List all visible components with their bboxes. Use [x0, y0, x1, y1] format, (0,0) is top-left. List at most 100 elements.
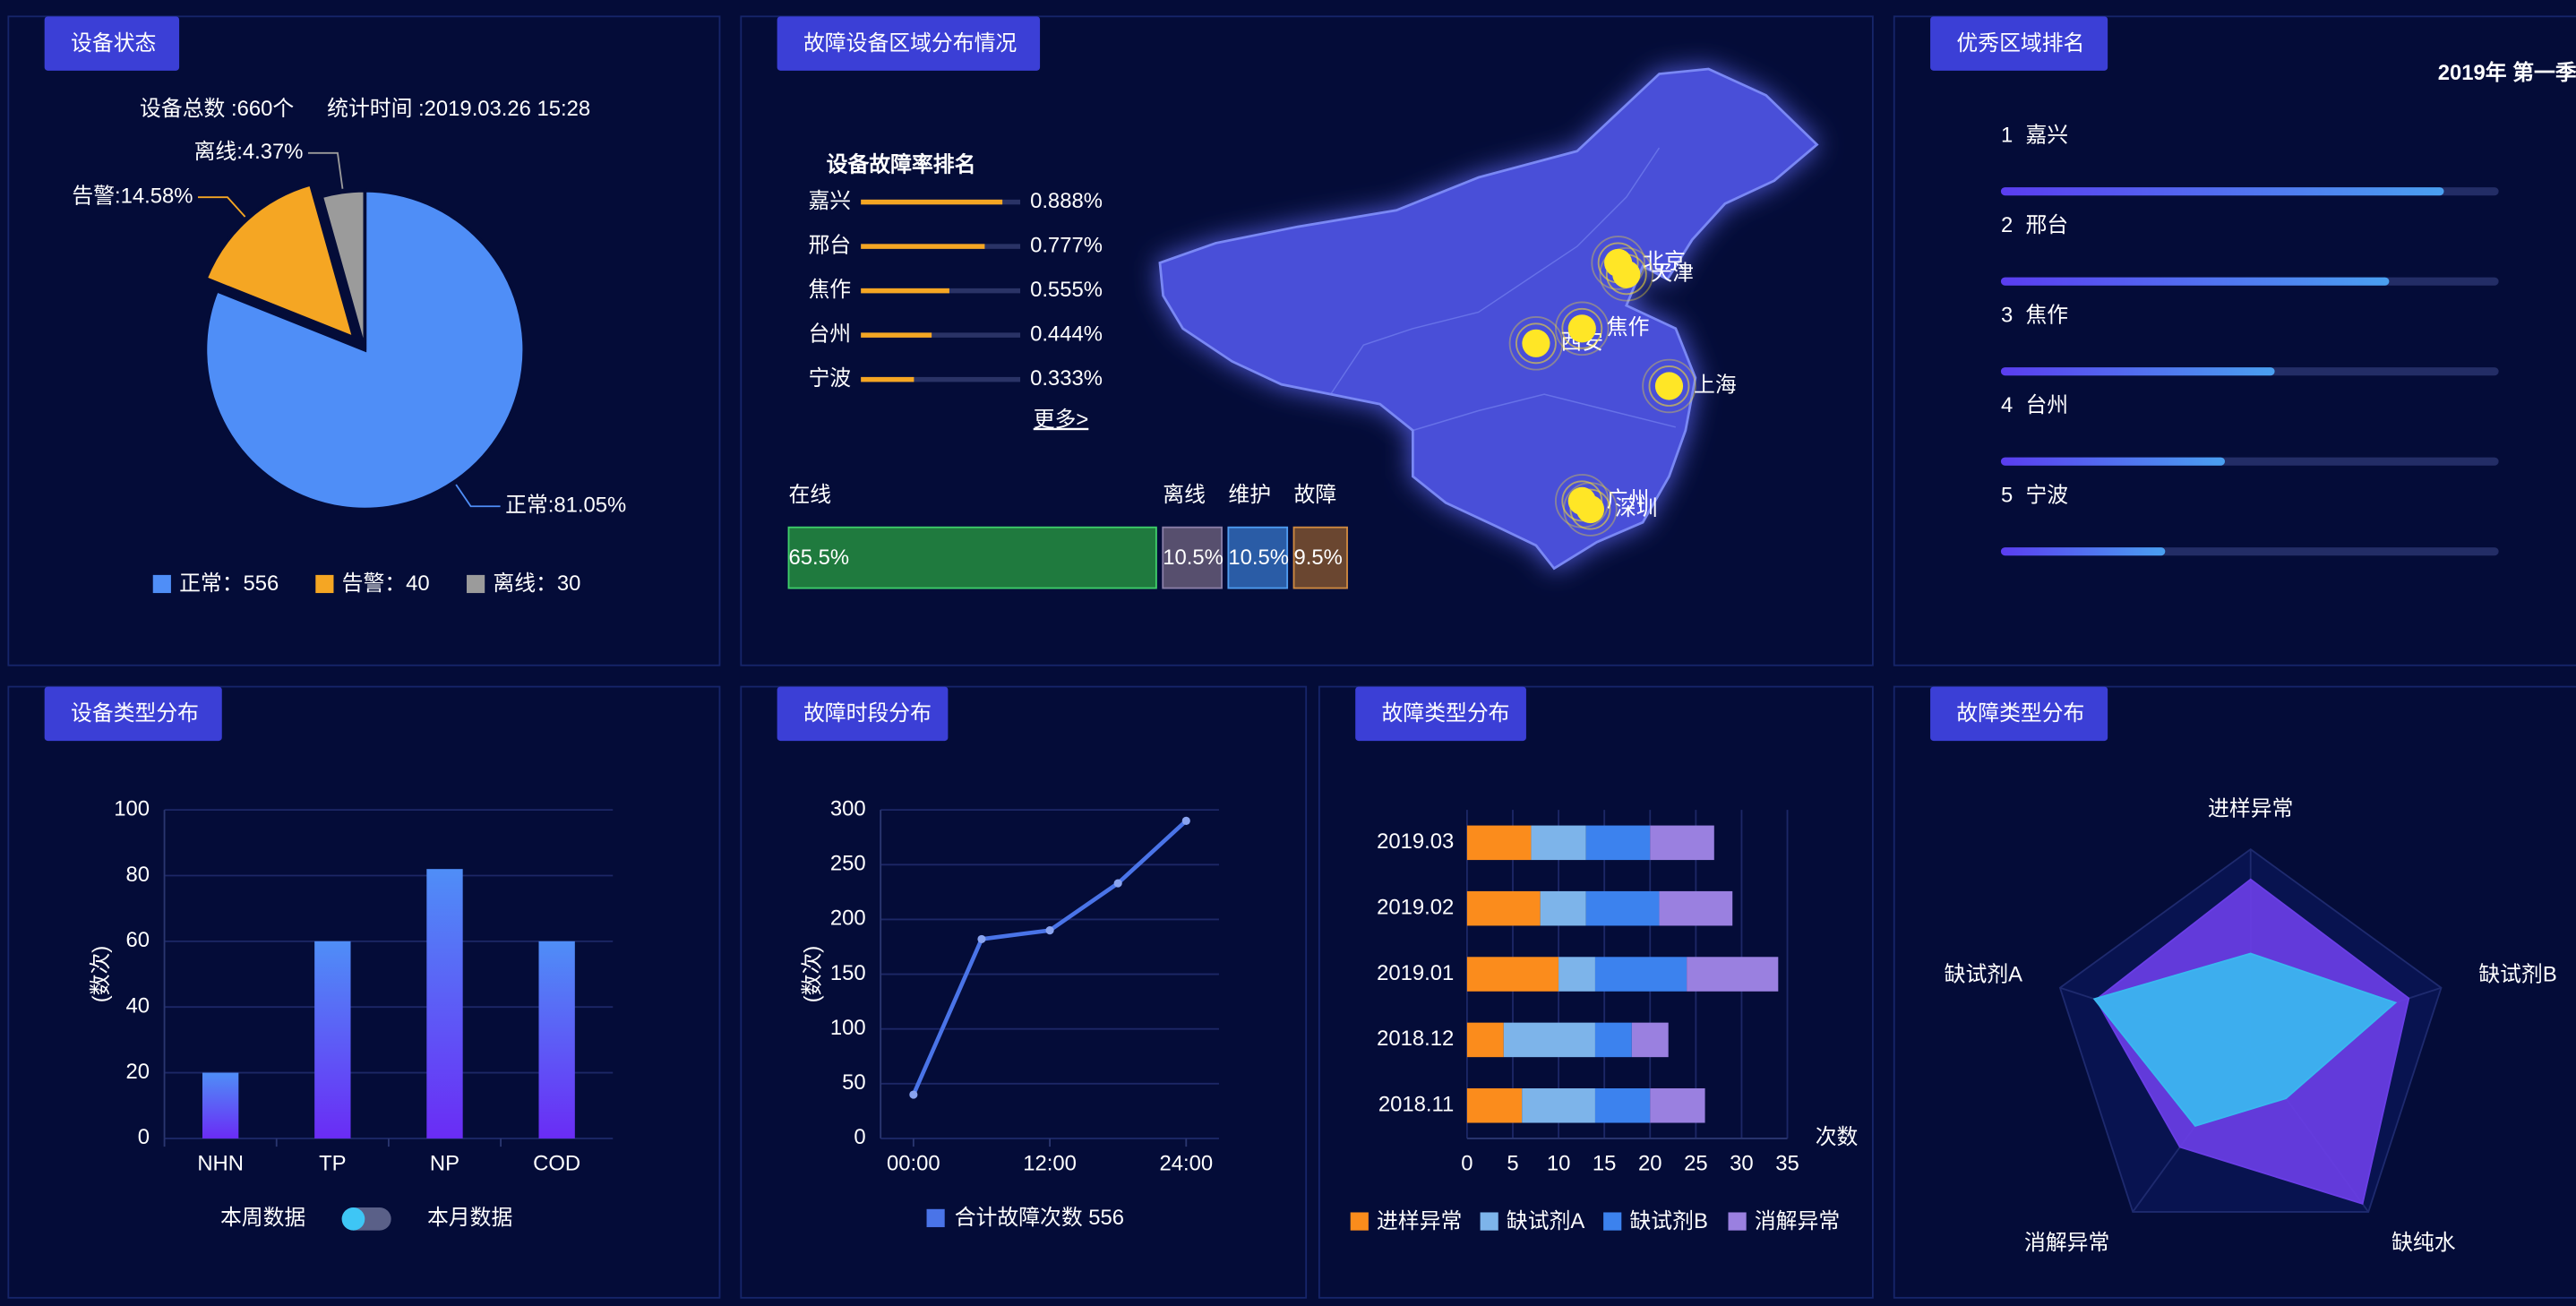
y-tick-label: 100 [114, 796, 150, 821]
more-link[interactable]: 更多> [1034, 408, 1089, 432]
bar-segment [1466, 890, 1541, 926]
bar-segment [1585, 825, 1651, 861]
summary: 设备总数 :660个 [140, 97, 294, 121]
legend-label: 合计故障次数 556 [955, 1206, 1124, 1230]
y-tick-label: 2018.12 [1377, 1027, 1454, 1051]
toggle-label[interactable]: 本周数据 [220, 1206, 305, 1230]
label-line [197, 196, 246, 218]
city-dot [1522, 329, 1550, 357]
city-dot [1612, 260, 1641, 288]
progress-bar [2000, 367, 2275, 376]
x-tick-label: 24:00 [1159, 1152, 1213, 1176]
y-tick-label: 40 [126, 994, 150, 1018]
x-tick-label: 35 [1775, 1152, 1799, 1176]
y-tick-label: 300 [830, 796, 866, 821]
legend-label: 进样异常 [1377, 1209, 1462, 1233]
x-tick-label: NHN [197, 1152, 244, 1176]
toggle-label[interactable]: 本月数据 [427, 1206, 512, 1230]
city-ring [1516, 322, 1557, 365]
bar-segment [1650, 1088, 1705, 1123]
rank-title: 设备故障率排名 [827, 152, 976, 177]
x-tick-label: 0 [1461, 1152, 1473, 1176]
panel-title: 设备状态 [71, 31, 156, 56]
bar-segment [1540, 890, 1586, 926]
city-ring [1555, 301, 1610, 357]
toggle-knob [341, 1207, 365, 1231]
x-tick-label: COD [533, 1152, 580, 1176]
bar-segment [1659, 890, 1733, 926]
bar-segment [1466, 1022, 1504, 1058]
map-borders [1330, 147, 1661, 395]
rate-track [861, 376, 1021, 382]
share-value: 65.5% [788, 546, 849, 570]
panel [740, 15, 1874, 666]
legend-swatch [1480, 1212, 1498, 1231]
legend-label: 消解异常 [1755, 1209, 1840, 1233]
period-label: 2019年 第一季 [2438, 60, 2576, 85]
panel-title: 故障类型分布 [1956, 701, 2084, 726]
rate-value: 0.555% [1030, 278, 1103, 302]
share-value: 9.5% [1293, 546, 1342, 570]
x-tick-label: 30 [1730, 1152, 1754, 1176]
panel [1318, 685, 1874, 1299]
city-ring [1648, 365, 1690, 407]
y-tick-label: 200 [830, 906, 866, 931]
progress-bar [2000, 547, 2166, 556]
point [977, 934, 986, 943]
panel-title: 故障类型分布 [1382, 701, 1510, 726]
label-line [307, 151, 344, 189]
bar-segment [1687, 957, 1779, 992]
city-ring [1561, 480, 1603, 522]
city-label: 嘉兴 [808, 189, 851, 213]
city-label: 宁波 [808, 366, 851, 391]
point [1181, 816, 1190, 825]
point [1113, 879, 1122, 888]
share-value: 10.5% [1228, 546, 1289, 570]
legend-swatch [1728, 1212, 1747, 1231]
y-tick-label: 50 [842, 1070, 866, 1095]
x-tick-label: TP [319, 1152, 346, 1176]
panel-tag [777, 16, 1041, 71]
city-name: 上海 [1694, 373, 1737, 397]
bar-segment [1650, 825, 1714, 861]
pie-label: 离线:4.37% [194, 140, 304, 164]
panel [1893, 685, 2576, 1299]
rank-name: 焦作 [2025, 304, 2068, 328]
panel-title: 故障设备区域分布情况 [803, 31, 1017, 56]
city-ring [1569, 488, 1611, 530]
panel [1893, 15, 2576, 666]
x-tick-label: 20 [1638, 1152, 1662, 1176]
rate-value: 0.777% [1030, 233, 1103, 257]
share-label: 在线 [788, 483, 831, 507]
rate-value: 0.333% [1030, 366, 1103, 391]
city-ring [1591, 236, 1645, 290]
panel-tag [1930, 16, 2108, 71]
panel-title: 优秀区域排名 [1956, 31, 2084, 56]
rate-track [861, 332, 1021, 338]
bar [314, 941, 351, 1138]
y-tick-label: 2019.01 [1377, 961, 1454, 985]
y-tick-label: 2019.02 [1377, 895, 1454, 919]
rate-bar [861, 332, 932, 338]
progress-bar [2000, 277, 2390, 286]
share-bar [1162, 526, 1223, 589]
x-tick-label: 25 [1684, 1152, 1708, 1176]
x-tick-label: 15 [1593, 1152, 1617, 1176]
rate-value: 0.444% [1030, 322, 1103, 346]
bar-segment [1594, 957, 1687, 992]
rate-bar [861, 288, 949, 294]
y-tick-label: 20 [126, 1060, 150, 1084]
rank-number: 3 [2001, 304, 2013, 328]
point [1045, 926, 1054, 935]
panel [740, 685, 1308, 1299]
y-tick-label: 0 [854, 1125, 865, 1149]
city-label: 邢台 [808, 233, 851, 257]
city-ring [1605, 253, 1647, 296]
legend-swatch [152, 574, 171, 594]
rank-number: 5 [2001, 484, 2013, 508]
radar-label: 缺试剂A [1945, 962, 2022, 986]
y-tick-label: 2018.11 [1378, 1093, 1454, 1117]
y-tick-label: 100 [830, 1016, 866, 1040]
legend-label: 离线：30 [493, 571, 580, 596]
